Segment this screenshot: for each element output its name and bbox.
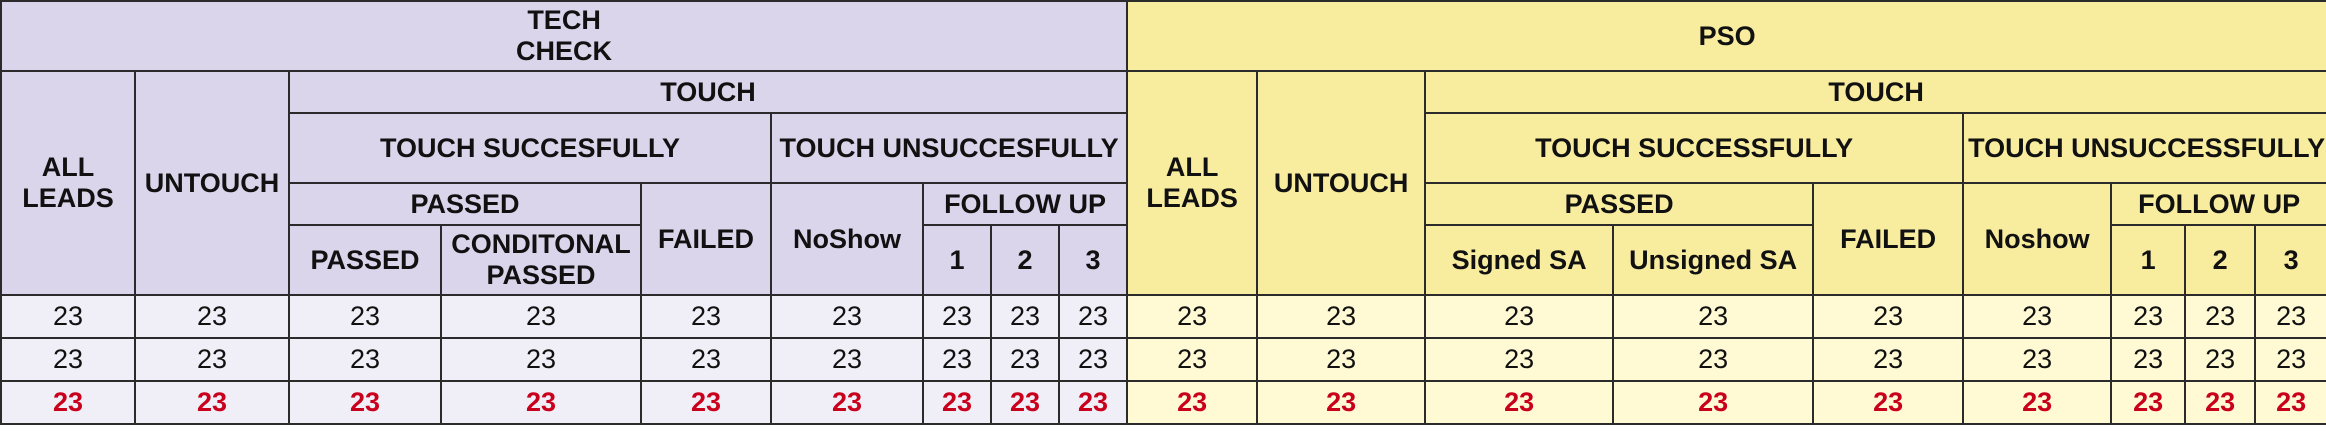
table-cell: 23 <box>1057 294 1129 339</box>
tech-noshow-header: NoShow <box>770 182 924 296</box>
table-cell: 23 <box>770 337 924 382</box>
total-cell: 23 <box>1126 380 1259 425</box>
table-cell: 23 <box>1812 337 1965 382</box>
table-total-row: 23 23 23 23 23 23 23 23 23 23 23 23 23 2… <box>0 380 2326 425</box>
total-cell: 23 <box>2184 380 2257 425</box>
tech-all-leads-header: ALL LEADS <box>0 70 136 296</box>
table-cell: 23 <box>1126 337 1259 382</box>
table-cell: 23 <box>640 294 772 339</box>
tech-follow-up-header: FOLLOW UP <box>921 182 1129 226</box>
total-cell: 23 <box>1962 380 2113 425</box>
tech-all-leads-line1: ALL <box>41 152 95 182</box>
table-cell: 23 <box>1812 294 1965 339</box>
table-cell: 23 <box>2254 294 2326 339</box>
table-cell: 23 <box>288 337 442 382</box>
tech-follow-up-2-header: 2 <box>990 224 1060 296</box>
pso-touch-successfully-header: TOUCH SUCCESSFULLY <box>1424 112 1965 184</box>
table-cell: 23 <box>1424 337 1615 382</box>
total-cell: 23 <box>1612 380 1815 425</box>
pso-failed-header: FAILED <box>1812 182 1965 296</box>
pso-all-leads-line2: LEADS <box>1146 183 1238 213</box>
pso-follow-up-1-header: 1 <box>2110 224 2187 296</box>
table-cell: 23 <box>440 337 642 382</box>
total-cell: 23 <box>922 380 992 425</box>
total-cell: 23 <box>134 380 290 425</box>
pso-touch-unsuccessfully-header: TOUCH UNSUCCESSFULLY <box>1962 112 2326 184</box>
total-cell: 23 <box>440 380 642 425</box>
pso-follow-up-3-header: 3 <box>2254 224 2326 296</box>
table-cell: 23 <box>2184 294 2257 339</box>
pso-noshow-header: Noshow <box>1962 182 2113 296</box>
total-cell: 23 <box>1424 380 1615 425</box>
tech-all-leads-line2: LEADS <box>22 183 114 213</box>
tech-touch-header: TOUCH <box>287 70 1129 114</box>
tech-follow-up-3-header: 3 <box>1057 224 1129 296</box>
total-cell: 23 <box>640 380 772 425</box>
tech-failed-header: FAILED <box>640 182 772 296</box>
total-cell: 23 <box>0 380 136 425</box>
total-cell: 23 <box>288 380 442 425</box>
tech-conditional-line2: PASSED <box>486 260 596 290</box>
table-cell: 23 <box>1612 294 1815 339</box>
table-cell: 23 <box>2110 337 2187 382</box>
table-cell: 23 <box>640 337 772 382</box>
tech-check-title-line2: CHECK <box>516 36 613 66</box>
tech-untouch-header: UNTOUCH <box>134 70 290 296</box>
tech-follow-up-1-header: 1 <box>922 224 992 296</box>
total-cell: 23 <box>1812 380 1965 425</box>
pso-all-leads-header: ALL LEADS <box>1126 70 1259 296</box>
table-cell: 23 <box>770 294 924 339</box>
total-cell: 23 <box>1057 380 1129 425</box>
total-cell: 23 <box>2254 380 2326 425</box>
pso-signed-sa-header: Signed SA <box>1424 224 1615 296</box>
pso-unsigned-sa-header: Unsigned SA <box>1612 224 1815 296</box>
pso-passed-group-header: PASSED <box>1424 182 1815 226</box>
table-cell: 23 <box>2254 337 2326 382</box>
table-cell: 23 <box>990 337 1060 382</box>
table-cell: 23 <box>1424 294 1615 339</box>
pso-follow-up-2-header: 2 <box>2184 224 2257 296</box>
pso-follow-up-header: FOLLOW UP <box>2110 182 2326 226</box>
tech-touch-successfully-header: TOUCH SUCCESFULLY <box>288 112 772 184</box>
tech-check-title-line1: TECH <box>527 5 601 35</box>
pso-all-leads-line1: ALL <box>1165 152 1219 182</box>
table-cell: 23 <box>1256 337 1427 382</box>
table-cell: 23 <box>1126 294 1259 339</box>
table-cell: 23 <box>1612 337 1815 382</box>
tech-touch-unsuccessfully-header: TOUCH UNSUCCESFULLY <box>769 112 1129 184</box>
leads-summary-table: TECH CHECK PSO ALL LEADS UNTOUCH TOUCH A… <box>0 0 2326 425</box>
total-cell: 23 <box>990 380 1060 425</box>
table-cell: 23 <box>0 294 136 339</box>
table-cell: 23 <box>1057 337 1129 382</box>
pso-title: PSO <box>1126 0 2326 72</box>
total-cell: 23 <box>1256 380 1427 425</box>
total-cell: 23 <box>2110 380 2187 425</box>
tech-check-title: TECH CHECK <box>0 0 1129 72</box>
table-cell: 23 <box>2184 337 2257 382</box>
table-cell: 23 <box>288 294 442 339</box>
table-row: 23 23 23 23 23 23 23 23 23 23 23 23 23 2… <box>0 337 2326 382</box>
pso-touch-header: TOUCH <box>1424 70 2326 114</box>
table-cell: 23 <box>1962 294 2113 339</box>
tech-passed-group-header: PASSED <box>288 182 642 226</box>
table-cell: 23 <box>990 294 1060 339</box>
table-cell: 23 <box>2110 294 2187 339</box>
total-cell: 23 <box>770 380 924 425</box>
table-row: 23 23 23 23 23 23 23 23 23 23 23 23 23 2… <box>0 294 2326 339</box>
table-cell: 23 <box>922 294 992 339</box>
table-cell: 23 <box>134 294 290 339</box>
tech-conditional-line1: CONDITONAL <box>451 229 631 259</box>
table-cell: 23 <box>440 294 642 339</box>
table-cell: 23 <box>1256 294 1427 339</box>
tech-conditional-passed-header: CONDITONAL PASSED <box>440 224 642 296</box>
table-cell: 23 <box>1962 337 2113 382</box>
pso-untouch-header: UNTOUCH <box>1256 70 1427 296</box>
table-cell: 23 <box>134 337 290 382</box>
table-cell: 23 <box>922 337 992 382</box>
table-cell: 23 <box>0 337 136 382</box>
tech-passed-header: PASSED <box>288 224 442 296</box>
